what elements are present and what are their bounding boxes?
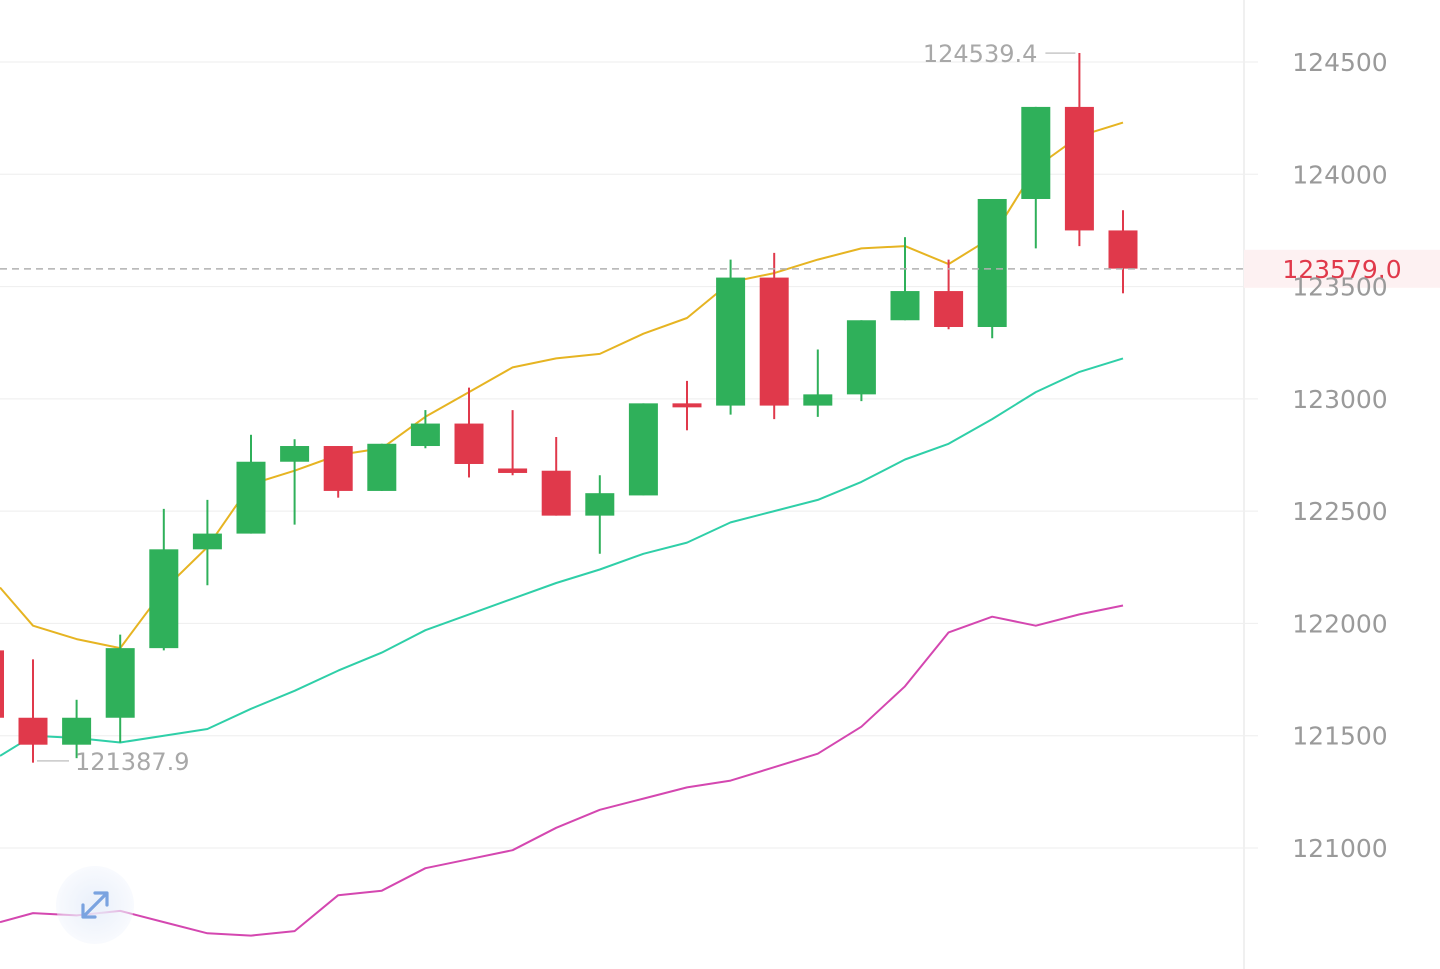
candle	[105, 634, 135, 743]
expand-button[interactable]	[56, 866, 134, 944]
current-price-label: 123579.0	[1282, 255, 1401, 284]
moving-average-lines	[0, 121, 1124, 937]
candle-body	[541, 470, 571, 516]
candle-body	[498, 468, 528, 473]
candle-body	[1108, 230, 1138, 269]
y-tick-label: 121000	[1292, 834, 1387, 863]
candle-body	[1021, 106, 1051, 199]
candle	[890, 237, 920, 321]
candle-body	[1064, 106, 1094, 231]
candle-body	[628, 403, 658, 496]
candle-body	[890, 291, 920, 321]
candles	[0, 53, 1138, 763]
ma-fast-line	[0, 121, 1124, 650]
low-marker-label: 121387.9	[75, 748, 190, 776]
candle-body	[0, 650, 4, 718]
candle	[280, 439, 310, 525]
candle-body	[585, 493, 615, 516]
y-tick-label: 124000	[1292, 160, 1387, 189]
candle	[977, 198, 1007, 339]
candle	[149, 508, 179, 651]
candle-body	[18, 717, 48, 745]
y-tick-label: 122500	[1292, 497, 1387, 526]
candle	[18, 659, 48, 763]
y-tick-label: 123500	[1292, 273, 1387, 302]
ma-slow-line	[0, 604, 1124, 937]
candle	[672, 380, 702, 431]
candle-body	[759, 277, 789, 406]
candle	[541, 437, 571, 516]
current-price-line: 123579.0	[0, 249, 1440, 288]
candle	[1108, 210, 1138, 294]
candle	[585, 475, 615, 554]
y-tick-label: 122000	[1292, 609, 1387, 638]
candle-body	[977, 198, 1007, 327]
candle-body	[280, 446, 310, 462]
candle	[367, 443, 397, 491]
candle-body	[367, 443, 397, 491]
current-price-tag	[1244, 249, 1440, 288]
candle	[192, 499, 222, 586]
candle	[759, 252, 789, 420]
candle	[1021, 106, 1051, 249]
candle-body	[672, 403, 702, 408]
candle-body	[236, 461, 266, 534]
candle	[236, 434, 266, 534]
y-tick-label: 124500	[1292, 48, 1387, 77]
expand-arrows-icon	[81, 891, 109, 919]
high-marker-label: 124539.4	[923, 40, 1038, 68]
candle-body	[192, 533, 222, 550]
candle	[454, 387, 484, 478]
candle	[498, 410, 528, 476]
candle	[628, 403, 658, 496]
y-tick-label: 121500	[1292, 722, 1387, 751]
extreme-markers: 124539.4 121387.9	[37, 40, 1076, 776]
candle	[1064, 53, 1094, 247]
y-axis: 124500 124000 123500 123000 122500 122000 1215…	[1292, 48, 1387, 863]
candle	[323, 446, 353, 498]
candle-body	[934, 291, 964, 327]
candle-body	[716, 277, 746, 406]
candle-body	[846, 320, 876, 395]
candle	[62, 699, 92, 759]
candle-body	[803, 394, 833, 406]
candle-body	[454, 423, 484, 464]
candle-body	[62, 717, 92, 745]
candle	[803, 349, 833, 417]
candle-body	[149, 549, 179, 649]
candle-body	[105, 648, 135, 718]
y-tick-label: 123000	[1292, 385, 1387, 414]
candle	[846, 320, 876, 402]
ma-mid-line	[0, 357, 1124, 757]
candle	[934, 259, 964, 330]
candle	[716, 259, 746, 415]
grid-lines	[0, 0, 1258, 969]
candle	[410, 410, 440, 449]
candle-body	[323, 446, 353, 491]
candle-body	[410, 423, 440, 447]
